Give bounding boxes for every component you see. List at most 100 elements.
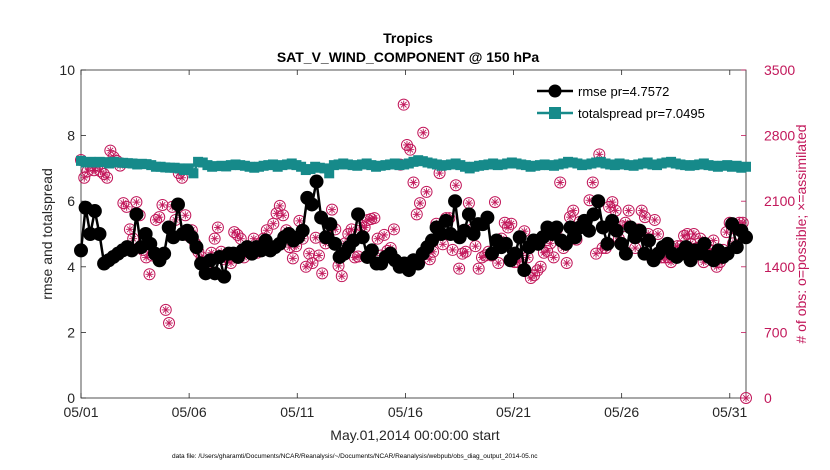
obs-assimilated-mark <box>354 253 362 260</box>
obs-possible-circle <box>651 228 664 240</box>
totalspread-series <box>76 155 751 179</box>
obs-marker <box>459 245 472 258</box>
rmse-point <box>74 243 88 258</box>
obs-assimilated-mark <box>472 243 479 250</box>
rmse-point <box>697 236 712 251</box>
obs-possible-circle <box>492 257 505 270</box>
y-axis-label: rmse and totalspread <box>39 168 55 300</box>
obs-assimilated-mark <box>312 234 319 241</box>
rmse-point <box>642 233 657 248</box>
x-tick-label: 05/06 <box>172 404 207 420</box>
rmse-point <box>739 230 753 245</box>
obs-assimilated-mark <box>250 235 257 242</box>
obs-assimilated-mark <box>684 230 691 238</box>
rmse-point <box>448 194 463 209</box>
rmse-point <box>632 223 647 238</box>
obs-possible-circle <box>159 303 172 316</box>
obs-assimilated-mark <box>306 250 313 257</box>
y-tick-label: 10 <box>59 62 75 78</box>
rmse-point <box>309 174 324 189</box>
rmse-point <box>157 246 172 261</box>
obs-marker <box>140 251 153 264</box>
obs-assimilated-mark <box>625 207 632 214</box>
obs-assimilated-mark <box>465 199 473 207</box>
obs-marker <box>211 221 224 234</box>
obs-possible-circle <box>586 176 599 189</box>
obs-possible-circle <box>101 171 114 184</box>
legend-totalspread-marker <box>549 107 561 119</box>
obs-assimilated-mark <box>279 212 287 219</box>
obs-assimilated-mark <box>335 262 342 269</box>
obs-assimilated-mark <box>456 265 463 272</box>
obs-marker <box>143 268 156 281</box>
obs-possible-circle <box>453 262 466 275</box>
rmse-point <box>508 246 523 261</box>
obs-assimilated-mark <box>566 214 574 221</box>
obs-assimilated-mark <box>423 188 430 195</box>
obs-possible-circle <box>417 126 430 139</box>
obs-assimilated-mark <box>270 220 277 227</box>
obs-assimilated-mark <box>586 197 593 204</box>
obs-assimilated-mark <box>165 319 173 327</box>
rmse-point <box>480 210 495 225</box>
rmse-point <box>87 204 102 219</box>
rmse-point <box>498 236 513 251</box>
obs-possible-circle <box>567 204 580 217</box>
obs-assimilated-mark <box>723 229 730 236</box>
obs-marker <box>120 200 133 213</box>
rmse-point <box>438 213 453 228</box>
obs-assimilated-mark <box>570 207 577 214</box>
obs-assimilated-mark <box>410 179 417 186</box>
obs-assimilated-mark <box>436 169 443 177</box>
obs-possible-circle <box>368 212 381 225</box>
obs-possible-circle <box>534 260 547 273</box>
rmse-point <box>591 194 606 209</box>
obs-possible-circle <box>414 197 427 210</box>
obs-assimilated-mark <box>612 207 619 214</box>
obs-assimilated-mark <box>416 199 424 207</box>
obs-marker <box>159 303 172 316</box>
obs-marker <box>472 262 485 275</box>
obs-assimilated-mark <box>638 207 645 214</box>
obs-assimilated-mark <box>328 206 336 213</box>
rmse-point <box>729 240 744 255</box>
obs-possible-circle <box>740 392 752 404</box>
obs-possible-circle <box>117 197 130 210</box>
obs-assimilated-mark <box>547 240 554 247</box>
rmse-point <box>92 227 107 241</box>
obs-assimilated-mark <box>263 227 270 234</box>
obs-marker <box>231 228 244 241</box>
obs-assimilated-mark <box>710 237 717 244</box>
obs-assimilated-mark <box>123 203 130 210</box>
obs-possible-circle <box>371 232 384 245</box>
rmse-point <box>512 230 527 245</box>
obs-possible-circle <box>335 270 348 283</box>
rmse-point <box>355 230 370 245</box>
obs-marker <box>335 270 348 283</box>
obs-possible-circle <box>505 217 518 230</box>
obs-assimilated-mark <box>690 230 697 238</box>
obs-assimilated-mark <box>133 199 140 206</box>
legend-rmse-marker <box>548 84 562 98</box>
obs-possible-circle <box>270 207 283 220</box>
obs-marker <box>417 126 430 139</box>
obs-marker <box>267 217 280 230</box>
obs-assimilated-mark <box>103 174 111 181</box>
obs-assimilated-mark <box>641 214 649 221</box>
obs-assimilated-mark <box>420 129 427 136</box>
obs-assimilated-mark <box>452 182 459 189</box>
obs-marker <box>606 196 619 209</box>
obs-marker <box>270 207 283 220</box>
obs-possible-circle <box>502 221 515 234</box>
obs-possible-circle <box>231 228 244 241</box>
y2-tick-label: 1400 <box>764 259 795 275</box>
x-axis: 05/01 05/06 05/11 05/16 05/21 05/26 05/31 <box>63 70 748 420</box>
obs-marker <box>410 208 423 221</box>
rmse-point <box>189 240 204 255</box>
obs-marker <box>622 204 635 217</box>
obs-marker <box>462 197 475 210</box>
rmse-point <box>364 243 379 258</box>
x-tick-label: 05/31 <box>712 404 747 420</box>
obs-assimilated-mark <box>381 231 388 239</box>
